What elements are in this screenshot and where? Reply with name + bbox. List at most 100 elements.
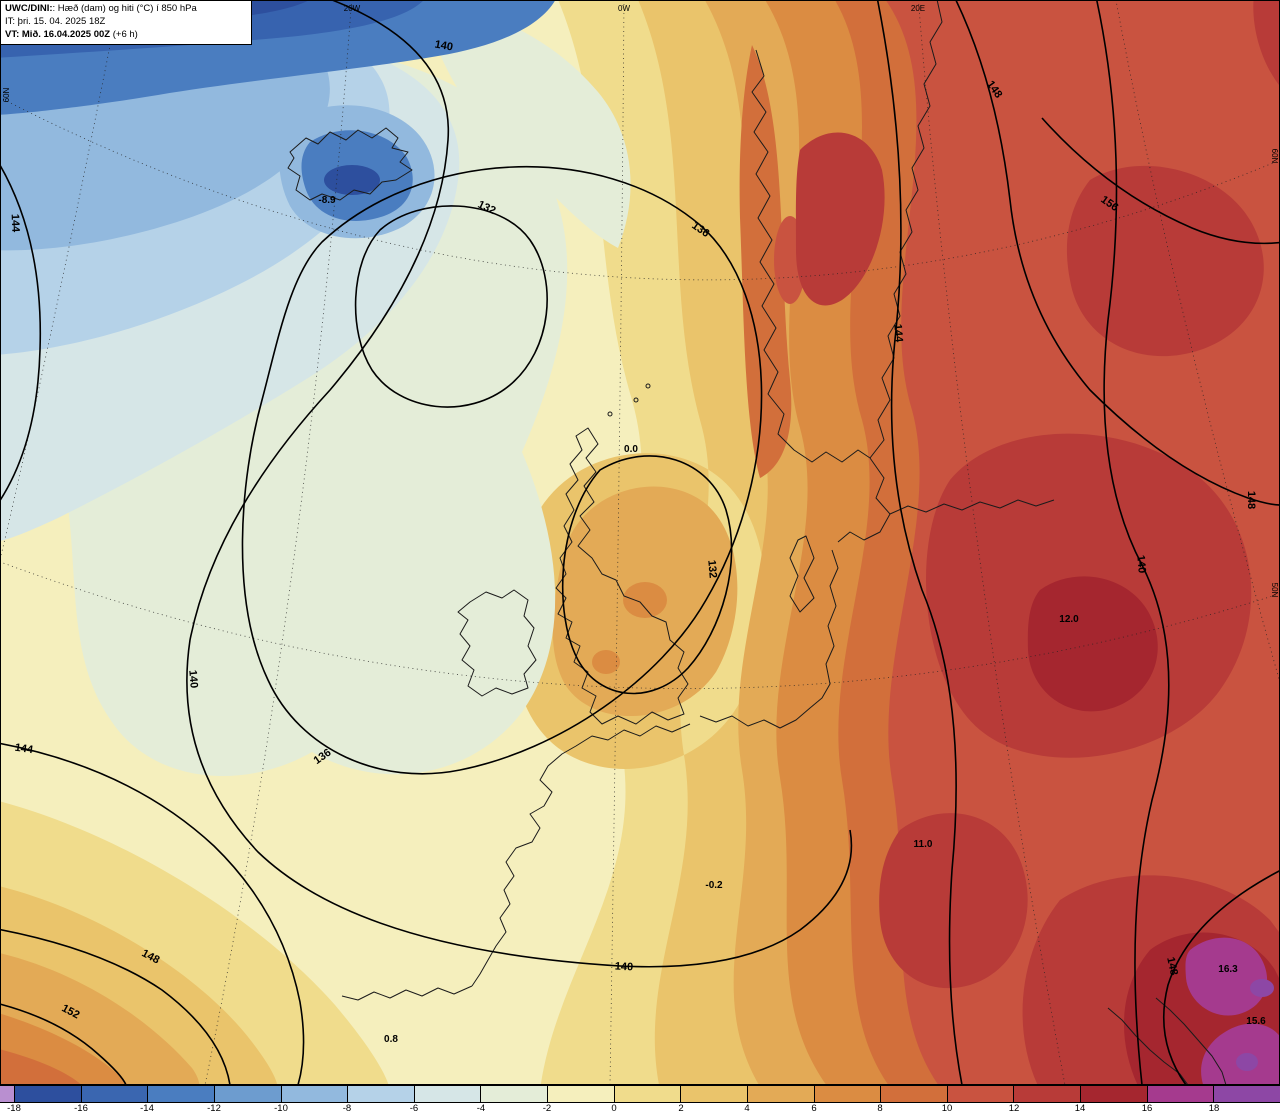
coast-great-britain bbox=[555, 427, 689, 725]
colorbar-tick: 0 bbox=[611, 1103, 617, 1114]
coast-islet bbox=[645, 383, 651, 389]
colorbar-segment bbox=[15, 1086, 82, 1102]
contour-148-southwest bbox=[0, 928, 231, 1085]
colorbar-segment bbox=[214, 1086, 282, 1102]
colorbar-tick: -8 bbox=[342, 1103, 352, 1114]
temp-band-16-18 bbox=[1185, 937, 1280, 1085]
grid-label-top: 20E bbox=[911, 4, 925, 13]
contour-label: 148 bbox=[1245, 491, 1257, 509]
colorbar-segment bbox=[881, 1086, 948, 1102]
colorbar-tick: 8 bbox=[877, 1103, 883, 1114]
contour-label: 144 bbox=[14, 742, 35, 757]
coast-adriatic bbox=[1107, 1007, 1189, 1085]
colorbar-segment bbox=[1081, 1086, 1148, 1102]
grid-labels: 20W 0W 20E 60N 50N 60N bbox=[2, 4, 1279, 598]
model-name: UWC/DINI: bbox=[5, 3, 53, 14]
colorbar-tick: -6 bbox=[409, 1103, 419, 1114]
map-title-line: UWC/DINI:: Hæð (dam) og hiti (°C) í 850 … bbox=[5, 3, 245, 16]
coast-baltic-south bbox=[889, 499, 1055, 515]
grid-label-top: 0W bbox=[618, 4, 630, 13]
contour-148-southeast bbox=[1162, 869, 1280, 1085]
colorbar-segment bbox=[947, 1086, 1015, 1102]
temperature-extreme-label: -8.9 bbox=[318, 195, 336, 206]
colorbar-segment bbox=[681, 1086, 748, 1102]
colorbar-tick: -14 bbox=[140, 1103, 154, 1114]
coast-biscay bbox=[341, 985, 473, 1001]
grid-label-left: 60N bbox=[2, 87, 11, 102]
colorbar-tick: -2 bbox=[542, 1103, 552, 1114]
colorbar-tick: -18 bbox=[7, 1103, 21, 1114]
colorbar-tick: -16 bbox=[74, 1103, 88, 1114]
grid-label-top: 20W bbox=[344, 4, 361, 13]
coast-iceland bbox=[287, 127, 413, 201]
colorbar-segment bbox=[614, 1086, 682, 1102]
colorbar-tick: 4 bbox=[744, 1103, 750, 1114]
coast-sweden bbox=[837, 457, 891, 543]
contour-label: 148 bbox=[1164, 956, 1180, 976]
valid-time: VT: Mið. 16.04.2025 00Z bbox=[5, 28, 111, 40]
temp-spot-6-8 bbox=[592, 650, 620, 674]
contour-136-loop bbox=[241, 165, 763, 775]
contour-148-northeast bbox=[954, 0, 1280, 506]
colorbar-segment bbox=[747, 1086, 815, 1102]
coastlines bbox=[287, 0, 1227, 1085]
contour-132-loop-b bbox=[561, 455, 733, 695]
contour-144-east bbox=[876, 0, 963, 1085]
temperature-extreme-label: 0.8 bbox=[384, 1034, 398, 1045]
coast-adriatic-east bbox=[1155, 997, 1227, 1085]
map-canvas: 132 132 136 136 140 140 140 140 144 144 … bbox=[0, 0, 1280, 1085]
colorbar-strip bbox=[0, 1085, 1280, 1103]
contour-156-northeast bbox=[1041, 117, 1280, 245]
colorbar-tick: -10 bbox=[274, 1103, 288, 1114]
coast-ireland bbox=[457, 589, 537, 697]
contour-144-west bbox=[0, 163, 42, 502]
colorbar-segment bbox=[81, 1086, 149, 1102]
valid-offset: (+6 h) bbox=[110, 28, 138, 40]
contour-152-southwest bbox=[0, 1003, 127, 1085]
contour-label: 140 bbox=[614, 961, 633, 974]
colorbar-segment bbox=[1147, 1086, 1215, 1102]
colorbar-tick: 14 bbox=[1074, 1103, 1086, 1114]
temperature-extreme-label: 0.0 bbox=[624, 444, 638, 455]
colorbar-tick: 10 bbox=[941, 1103, 953, 1114]
contour-label: 132 bbox=[705, 559, 719, 578]
colorbar-segment bbox=[814, 1086, 882, 1102]
temp-spot-m4-m2 bbox=[342, 687, 382, 713]
contour-label: 140 bbox=[1134, 554, 1148, 573]
colorbar-segment bbox=[414, 1086, 482, 1102]
colorbar-ticks: -18 -16 -14 -12 -10 -8 -6 -4 -2 0 2 4 6 … bbox=[0, 1103, 1280, 1115]
temp-band-12-14 bbox=[795, 0, 1280, 1085]
colorbar-tick: -12 bbox=[207, 1103, 221, 1114]
map-title-box: UWC/DINI:: Hæð (dam) og hiti (°C) í 850 … bbox=[0, 0, 252, 46]
temp-spot-6-8 bbox=[623, 582, 667, 618]
temp-spot-m4-m2 bbox=[234, 550, 270, 574]
colorbar-tick: 12 bbox=[1008, 1103, 1020, 1114]
coast-denmark bbox=[789, 535, 815, 613]
temperature-extreme-label: 15.6 bbox=[1246, 1016, 1266, 1027]
colorbar-segment bbox=[348, 1086, 415, 1102]
map-title: : Hæð (dam) og hiti (°C) í 850 hPa bbox=[52, 3, 197, 14]
contour-lines bbox=[0, 0, 1280, 1085]
temperature-extreme-labels: -8.9 0.0 12.0 11.0 -0.2 0.8 16.3 15.6 bbox=[318, 195, 1266, 1045]
colorbar-segment bbox=[481, 1086, 548, 1102]
temp-band-gt18 bbox=[1236, 979, 1274, 1071]
colorbar-segment bbox=[148, 1086, 215, 1102]
contour-132-loop-a bbox=[354, 205, 548, 408]
temp-band-m12-m10 bbox=[0, 0, 556, 221]
contour-144-southwest bbox=[0, 742, 305, 1085]
coast-france bbox=[471, 723, 691, 987]
contour-140-west bbox=[186, 0, 853, 968]
colorbar-tick: -4 bbox=[476, 1103, 486, 1114]
temperature-extreme-label: 16.3 bbox=[1218, 964, 1238, 975]
temperature-extreme-label: 11.0 bbox=[914, 839, 933, 850]
grid-label-right: 60N bbox=[1270, 149, 1279, 164]
coast-islet bbox=[633, 397, 639, 403]
colorbar-tick: 16 bbox=[1141, 1103, 1153, 1114]
init-time-line: IT: þri. 15. 04. 2025 18Z bbox=[5, 15, 106, 27]
colorbar-segment bbox=[1014, 1086, 1081, 1102]
contour-label: 144 bbox=[9, 214, 22, 234]
colorbar-segment bbox=[0, 1086, 15, 1102]
colorbar-segment bbox=[548, 1086, 615, 1102]
colorbar-tick: 2 bbox=[678, 1103, 684, 1114]
contour-label: 144 bbox=[891, 323, 905, 343]
